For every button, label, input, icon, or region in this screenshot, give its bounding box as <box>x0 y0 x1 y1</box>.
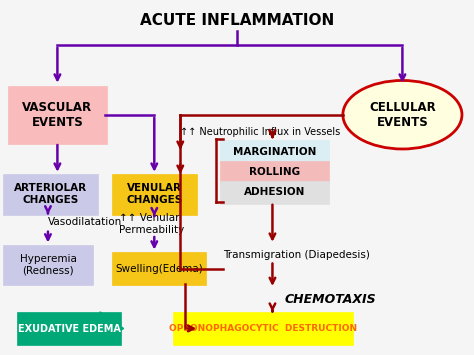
FancyBboxPatch shape <box>8 86 107 144</box>
Text: ↑↑ Neutrophilic Influx in Vessels: ↑↑ Neutrophilic Influx in Vessels <box>180 126 340 137</box>
Text: VENULAR
CHANGES: VENULAR CHANGES <box>126 184 182 205</box>
FancyBboxPatch shape <box>3 174 98 215</box>
Text: ↑↑ Venular
Permeability: ↑↑ Venular Permeability <box>119 213 184 235</box>
FancyBboxPatch shape <box>173 312 353 345</box>
Text: Swelling(Edema): Swelling(Edema) <box>115 263 203 274</box>
FancyBboxPatch shape <box>220 140 329 163</box>
Polygon shape <box>100 312 124 344</box>
FancyBboxPatch shape <box>220 181 329 204</box>
Text: CHEMOTAXIS: CHEMOTAXIS <box>284 293 376 306</box>
Text: OPSONOPHAGOCYTIC  DESTRUCTION: OPSONOPHAGOCYTIC DESTRUCTION <box>169 324 357 333</box>
Text: MARGINATION: MARGINATION <box>233 147 317 157</box>
Text: EXUDATIVE EDEMA: EXUDATIVE EDEMA <box>18 324 121 334</box>
Text: Hyperemia
(Redness): Hyperemia (Redness) <box>19 254 76 276</box>
Text: ARTERIOLAR
CHANGES: ARTERIOLAR CHANGES <box>14 184 87 205</box>
Text: CELLULAR
EVENTS: CELLULAR EVENTS <box>369 101 436 129</box>
FancyBboxPatch shape <box>112 252 206 285</box>
FancyBboxPatch shape <box>17 312 121 345</box>
Text: Vasodilatation: Vasodilatation <box>48 217 122 227</box>
Ellipse shape <box>343 81 462 149</box>
Text: VASCULAR
EVENTS: VASCULAR EVENTS <box>22 101 92 129</box>
Text: ROLLING: ROLLING <box>249 167 301 177</box>
FancyBboxPatch shape <box>112 174 197 215</box>
FancyBboxPatch shape <box>3 245 93 285</box>
Text: ADHESION: ADHESION <box>244 187 306 197</box>
Text: ACUTE INFLAMMATION: ACUTE INFLAMMATION <box>140 13 334 28</box>
Text: Transmigration (Diapedesis): Transmigration (Diapedesis) <box>223 250 370 260</box>
FancyBboxPatch shape <box>220 160 329 184</box>
